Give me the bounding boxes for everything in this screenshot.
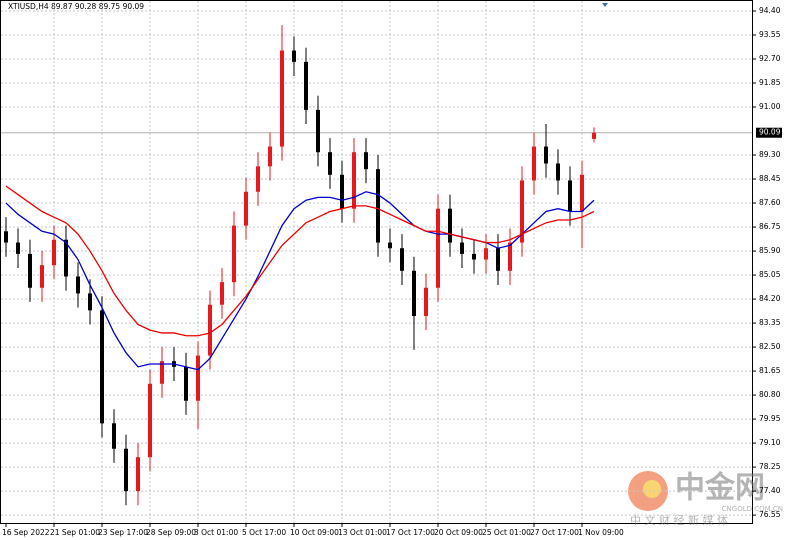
candle-body [544, 146, 548, 164]
y-tick-label: 76.55 [759, 510, 781, 519]
x-tick-label: 16 Sep 2022 [2, 528, 50, 537]
y-tick-label: 92.70 [759, 54, 781, 63]
watermark-slogan: 中 文 财 经 新 媒 体 [630, 513, 728, 527]
candle-body [352, 152, 356, 209]
candle-body [364, 152, 368, 170]
candle-body [304, 61, 308, 110]
candle-body [28, 253, 32, 288]
y-tick-label: 87.60 [759, 198, 781, 207]
candle-body [160, 361, 164, 384]
x-tick-label: 25 Oct 01:00 [482, 528, 531, 537]
candle-body [100, 310, 104, 424]
y-tick-label: 85.90 [759, 246, 781, 255]
y-tick-label: 79.95 [759, 414, 781, 423]
x-tick-label: 5 Oct 17:00 [242, 528, 286, 537]
candle-body [64, 239, 68, 277]
y-tick-label: 84.20 [759, 294, 781, 303]
x-tick-label: 23 Sep 17:00 [98, 528, 148, 537]
x-tick-label: 27 Oct 17:00 [530, 528, 579, 537]
candle-body [496, 248, 500, 271]
candle-body [4, 231, 8, 243]
candle-body [40, 265, 44, 288]
candle-body [412, 270, 416, 317]
moving-average [5, 191, 595, 371]
candle-body [580, 174, 584, 212]
candle-body [388, 242, 392, 249]
y-tick-label: 85.05 [759, 270, 781, 279]
candle-body [148, 383, 152, 458]
candle-body [52, 239, 56, 266]
watermark-site: CNGOLD.COM.CN [722, 505, 783, 513]
candle-body [508, 242, 512, 271]
candle-body [280, 50, 284, 147]
watermark-logo-inner [643, 480, 661, 498]
candle-body [376, 169, 380, 243]
candle-body [124, 448, 128, 492]
y-tick-label: 91.00 [759, 102, 781, 111]
y-tick-label: 91.85 [759, 78, 781, 87]
candle-body [436, 208, 440, 288]
candle-body [532, 146, 536, 181]
current-price-box [756, 127, 782, 138]
candle-body [112, 423, 116, 449]
candle-body [184, 366, 188, 401]
candle-body [424, 287, 428, 317]
candle-body [448, 208, 452, 243]
x-tick-label: 3 Oct 01:00 [194, 528, 238, 537]
candle-body [340, 174, 344, 209]
candle-body [556, 163, 560, 181]
candle-body [292, 50, 296, 62]
candle-body [592, 132, 596, 139]
candle-body [136, 457, 140, 492]
candle-body [400, 248, 404, 271]
y-tick-label: 78.25 [759, 462, 781, 471]
y-tick-label: 93.55 [759, 30, 781, 39]
y-tick-label: 94.40 [759, 6, 781, 15]
x-tick-label: 17 Oct 17:00 [386, 528, 435, 537]
candle-body [316, 109, 320, 153]
candle-body [328, 152, 332, 175]
y-tick-label: 88.45 [759, 174, 781, 183]
y-tick-label: 81.65 [759, 366, 781, 375]
chart-header: XTIUSD,H4 89.87 90.28 89.75 90.09 [8, 2, 144, 11]
candle-body [472, 253, 476, 260]
y-tick-label: 86.75 [759, 222, 781, 231]
x-tick-label: 21 Sep 01:00 [50, 528, 100, 537]
current-price-label: 90.09 [759, 128, 781, 137]
candle-body [520, 180, 524, 243]
candle-body [16, 242, 20, 254]
candle-body [76, 276, 80, 294]
candle-body [256, 166, 260, 192]
candle-body [208, 304, 212, 356]
candle-body [220, 282, 224, 305]
candle-body [484, 248, 488, 260]
candle-body [196, 355, 200, 401]
moving-average [5, 185, 595, 337]
x-tick-label: 10 Oct 09:00 [290, 528, 339, 537]
x-tick-label: 20 Oct 09:00 [434, 528, 483, 537]
watermark-brand: 中金网 [675, 471, 765, 506]
candle-body [568, 180, 572, 212]
candle-body [88, 293, 92, 311]
y-tick-label: 80.80 [759, 390, 781, 399]
x-tick-label: 1 Nov 09:00 [578, 528, 624, 537]
candle-body [460, 242, 464, 254]
y-tick-label: 83.35 [759, 318, 781, 327]
y-tick-label: 79.10 [759, 438, 781, 447]
candle-body [232, 225, 236, 283]
shift-marker [602, 3, 608, 7]
candle-body [268, 146, 272, 167]
y-tick-label: 89.30 [759, 150, 781, 159]
y-tick-label: 82.50 [759, 342, 781, 351]
x-tick-label: 28 Sep 09:00 [146, 528, 196, 537]
candle-body [244, 191, 248, 226]
y-tick-label: 77.40 [759, 486, 781, 495]
x-tick-label: 13 Oct 01:00 [338, 528, 387, 537]
